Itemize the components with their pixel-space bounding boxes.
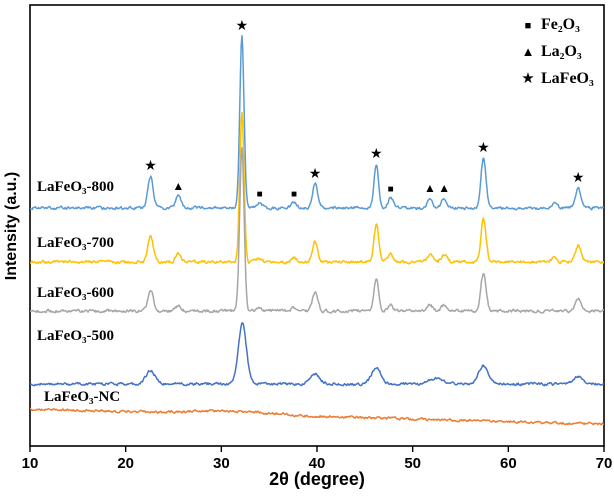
peak-marker-square-icon: ■	[257, 189, 263, 200]
peak-marker-star-icon: ★	[370, 145, 383, 161]
peak-marker-triangle-icon: ▲	[438, 181, 450, 195]
peak-marker-square-icon: ■	[388, 184, 394, 195]
x-tick-label: 40	[309, 455, 326, 472]
x-tick-label: 60	[500, 455, 517, 472]
peak-marker-star-icon: ★	[477, 139, 490, 155]
series-line-700	[30, 111, 604, 265]
x-tick-label: 30	[213, 455, 230, 472]
x-tick-label: 20	[117, 455, 134, 472]
legend-symbol-triangle-icon: ▲	[522, 44, 535, 59]
series-label-600: LaFeO₃-600	[37, 285, 114, 301]
legend-symbol-star-icon: ★	[521, 70, 534, 87]
x-tick-label: 70	[596, 455, 613, 472]
peak-marker-star-icon: ★	[144, 157, 157, 173]
peak-marker-triangle-icon: ▲	[424, 181, 436, 195]
series-line-800	[30, 35, 604, 211]
y-axis-label: Intensity (a.u.)	[3, 171, 20, 281]
peak-marker-star-icon: ★	[572, 169, 585, 185]
series-line-500	[30, 322, 604, 387]
peak-marker-square-icon: ■	[291, 189, 297, 200]
legend-label-star: LaFeO₃	[541, 70, 594, 87]
x-tick-label: 10	[22, 455, 39, 472]
series-label-500: LaFeO₃-500	[37, 328, 114, 344]
x-tick-label: 50	[404, 455, 421, 472]
legend-symbol-square-icon: ■	[525, 20, 532, 32]
series-line-nc	[30, 407, 604, 426]
x-axis-label: 2θ (degree)	[269, 469, 365, 489]
series-line-600	[30, 147, 604, 314]
series-label-800: LaFeO₃-800	[37, 179, 114, 195]
peak-marker-star-icon: ★	[236, 17, 249, 33]
plot-border	[29, 4, 605, 447]
legend-label-triangle: La₂O₃	[541, 43, 582, 60]
peak-marker-star-icon: ★	[309, 165, 322, 181]
peak-marker-triangle-icon: ▲	[172, 179, 184, 193]
legend-label-square: Fe₂O₃	[541, 16, 580, 33]
series-label-nc: LaFeO₃-NC	[44, 389, 120, 405]
series-label-700: LaFeO₃-700	[37, 235, 114, 251]
